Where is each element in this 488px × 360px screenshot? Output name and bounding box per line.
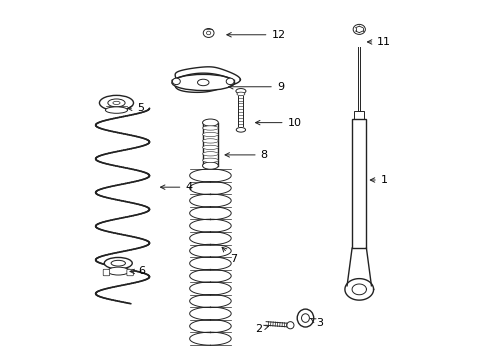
Text: 11: 11	[366, 37, 390, 47]
Ellipse shape	[111, 260, 125, 266]
Ellipse shape	[107, 267, 129, 275]
Ellipse shape	[202, 152, 218, 156]
Text: 7: 7	[222, 247, 237, 264]
Ellipse shape	[237, 92, 244, 96]
Ellipse shape	[206, 31, 210, 35]
Ellipse shape	[297, 309, 313, 327]
Text: 8: 8	[224, 150, 267, 160]
Text: 3: 3	[310, 319, 323, 328]
Ellipse shape	[235, 89, 245, 94]
Ellipse shape	[113, 101, 120, 104]
Ellipse shape	[171, 75, 234, 90]
Text: 10: 10	[255, 118, 301, 128]
Ellipse shape	[202, 158, 218, 162]
Ellipse shape	[105, 107, 127, 113]
Text: 12: 12	[226, 30, 285, 40]
Ellipse shape	[286, 321, 293, 329]
Ellipse shape	[99, 95, 133, 111]
Ellipse shape	[202, 132, 218, 136]
Text: 5: 5	[127, 103, 143, 113]
Ellipse shape	[172, 78, 180, 85]
Ellipse shape	[108, 99, 125, 107]
Bar	[351, 119, 366, 248]
Ellipse shape	[104, 257, 132, 269]
Ellipse shape	[352, 24, 365, 35]
Ellipse shape	[202, 139, 218, 143]
Ellipse shape	[226, 78, 234, 85]
Ellipse shape	[203, 28, 214, 37]
Ellipse shape	[197, 79, 208, 86]
Ellipse shape	[236, 127, 245, 132]
Text: 2: 2	[255, 324, 268, 334]
Ellipse shape	[202, 126, 218, 130]
FancyBboxPatch shape	[126, 269, 133, 276]
FancyBboxPatch shape	[103, 269, 109, 276]
Text: 1: 1	[369, 175, 387, 185]
Ellipse shape	[202, 145, 218, 149]
Ellipse shape	[301, 314, 309, 322]
Text: 4: 4	[160, 182, 192, 192]
Text: 9: 9	[228, 82, 284, 92]
Ellipse shape	[202, 119, 218, 126]
Ellipse shape	[202, 162, 218, 169]
Text: 6: 6	[130, 266, 145, 276]
Bar	[353, 111, 364, 119]
